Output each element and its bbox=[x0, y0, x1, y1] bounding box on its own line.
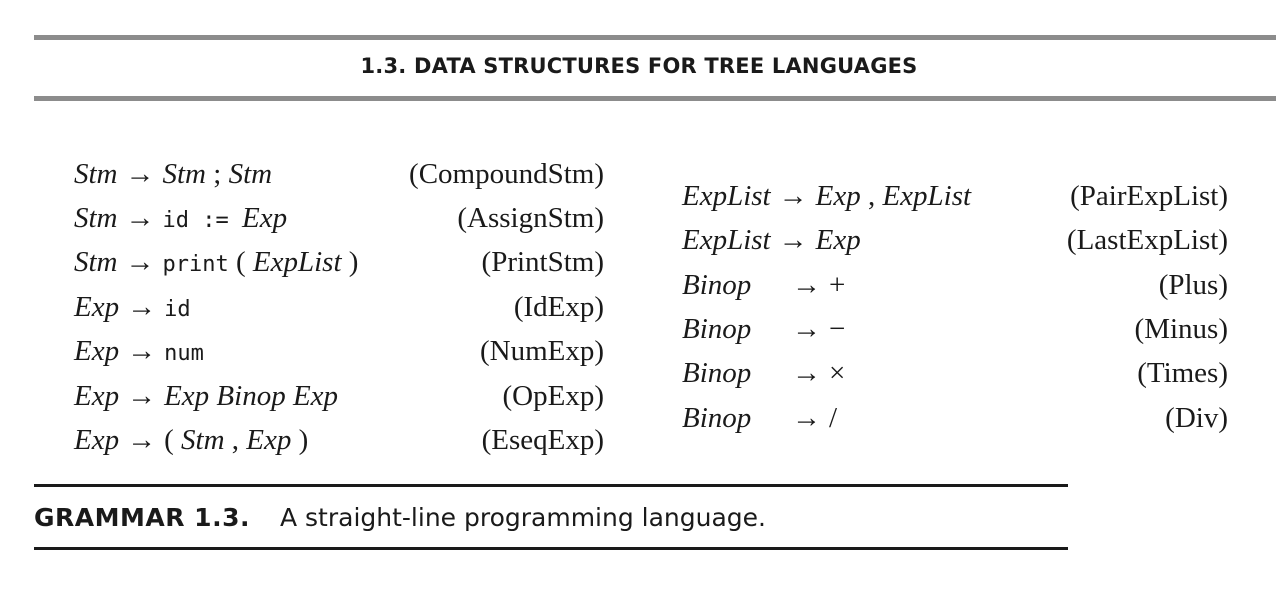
grammar-rule: ExpList → Exp (LastExpList) bbox=[682, 218, 1228, 262]
derives-arrow: → bbox=[127, 380, 157, 412]
derives-arrow: → bbox=[127, 335, 157, 367]
terminal-token: num bbox=[164, 341, 204, 366]
symbol-token: ) bbox=[341, 246, 359, 278]
rule-rhs: print ( ExpList ) bbox=[163, 246, 359, 278]
symbol-token: , bbox=[224, 424, 247, 456]
grammar-rule: ExpList → Exp , ExpList (PairExpList) bbox=[682, 174, 1228, 218]
derives-arrow: → bbox=[125, 158, 155, 190]
page-header-title: 1.3. DATA STRUCTURES FOR TREE LANGUAGES bbox=[360, 54, 918, 78]
rule-lhs: Binop bbox=[682, 357, 752, 389]
symbol-token: − bbox=[829, 313, 846, 345]
rule-rhs: / bbox=[829, 402, 837, 434]
grammar-rule: Stm → id := Exp (AssignStm) bbox=[74, 196, 604, 240]
nonterminal-token: Stm bbox=[181, 424, 225, 456]
rule-lhs: Exp bbox=[74, 291, 120, 323]
rule-label: (IdExp) bbox=[513, 291, 604, 323]
rule-lhs: Stm bbox=[74, 246, 118, 278]
grammar-rule: Exp → id (IdExp) bbox=[74, 285, 604, 329]
rule-label: (LastExpList) bbox=[1066, 224, 1228, 256]
derives-arrow: → bbox=[125, 246, 155, 278]
grammar-rule: Exp → Exp Binop Exp (OpExp) bbox=[74, 374, 604, 418]
rule-rhs: − bbox=[829, 313, 845, 345]
derives-arrow: → bbox=[792, 313, 821, 345]
rule-rhs: Stm ; Stm bbox=[163, 158, 273, 190]
rule-label: (Minus) bbox=[1134, 313, 1228, 345]
rule-lhs: Exp bbox=[74, 380, 120, 412]
header-rule-top bbox=[34, 35, 1276, 40]
rule-label: (AssignStm) bbox=[457, 202, 604, 234]
caption-rule-bottom bbox=[34, 547, 1068, 550]
symbol-token: , bbox=[860, 180, 883, 212]
rule-lhs: Binop bbox=[682, 269, 752, 301]
nonterminal-token: Exp bbox=[246, 424, 292, 456]
rule-label: (NumExp) bbox=[479, 335, 604, 367]
rule-label: (Plus) bbox=[1158, 269, 1228, 301]
symbol-token: × bbox=[829, 357, 846, 389]
rule-label: (OpExp) bbox=[502, 380, 604, 412]
derives-arrow: → bbox=[792, 269, 821, 301]
figure-caption: GRAMMAR 1.3. A straight-line programming … bbox=[34, 500, 766, 536]
rule-label: (CompoundStm) bbox=[409, 158, 604, 190]
symbol-token: ( bbox=[164, 424, 182, 456]
grammar-rule: Stm → print ( ExpList ) (PrintStm) bbox=[74, 240, 604, 284]
derives-arrow: → bbox=[127, 424, 157, 456]
rule-rhs: × bbox=[829, 357, 845, 389]
caption-rule-top bbox=[34, 484, 1068, 487]
nonterminal-token: Exp Binop Exp bbox=[164, 380, 339, 412]
rule-lhs: Exp bbox=[74, 424, 120, 456]
derives-arrow: → bbox=[778, 224, 808, 256]
nonterminal-token: Stm bbox=[228, 158, 273, 190]
rule-rhs: num bbox=[164, 335, 204, 367]
rule-label: (PairExpList) bbox=[1070, 180, 1228, 212]
rule-rhs: Exp , ExpList bbox=[816, 180, 971, 212]
derives-arrow: → bbox=[778, 180, 808, 212]
header-rule-bottom bbox=[34, 96, 1276, 101]
rule-rhs: + bbox=[829, 269, 845, 301]
nonterminal-token: ExpList bbox=[252, 246, 342, 278]
rule-lhs: Binop bbox=[682, 402, 752, 434]
rule-label: (EseqExp) bbox=[481, 424, 604, 456]
grammar-rule: Binop → / (Div) bbox=[682, 396, 1228, 440]
grammar-rule: Binop → + (Plus) bbox=[682, 263, 1228, 307]
symbol-token: ; bbox=[206, 158, 229, 190]
rule-rhs: id := Exp bbox=[163, 202, 288, 234]
symbol-token: + bbox=[829, 269, 846, 301]
nonterminal-token: Exp bbox=[815, 180, 861, 212]
rule-lhs: ExpList bbox=[682, 180, 771, 212]
symbol-token: / bbox=[829, 402, 838, 434]
rule-lhs: ExpList bbox=[682, 224, 771, 256]
nonterminal-token: Stm bbox=[162, 158, 207, 190]
symbol-token: ( bbox=[228, 246, 253, 278]
rule-lhs: Stm bbox=[74, 202, 118, 234]
terminal-token: id := bbox=[162, 208, 242, 233]
rule-rhs: Exp bbox=[816, 224, 861, 256]
rule-rhs: Exp Binop Exp bbox=[164, 380, 338, 412]
rule-lhs: Stm bbox=[74, 158, 118, 190]
nonterminal-token: Exp bbox=[241, 202, 288, 234]
grammar-rule: Stm → Stm ; Stm (CompoundStm) bbox=[74, 152, 604, 196]
caption-label: GRAMMAR 1.3. bbox=[34, 503, 250, 532]
rule-label: (Div) bbox=[1165, 402, 1228, 434]
derives-arrow: → bbox=[127, 291, 157, 323]
grammar-rule: Exp →( Stm , Exp ) (EseqExp) bbox=[74, 418, 604, 462]
symbol-token: ) bbox=[291, 424, 309, 456]
rule-rhs: id bbox=[164, 291, 191, 323]
derives-arrow: → bbox=[792, 357, 821, 389]
terminal-token: print bbox=[162, 252, 229, 277]
nonterminal-token: ExpList bbox=[882, 180, 972, 212]
grammar-rule: Binop → − (Minus) bbox=[682, 307, 1228, 351]
caption-text: A straight-line programming language. bbox=[279, 503, 767, 532]
grammar-rule: Exp → num (NumExp) bbox=[74, 329, 604, 373]
rule-label: (PrintStm) bbox=[481, 246, 604, 278]
grammar-rule: Binop → × (Times) bbox=[682, 351, 1228, 395]
rule-lhs: Binop bbox=[682, 313, 752, 345]
rule-label: (Times) bbox=[1137, 357, 1228, 389]
derives-arrow: → bbox=[792, 402, 821, 434]
rule-lhs: Exp bbox=[74, 335, 120, 367]
terminal-token: id bbox=[164, 297, 191, 322]
rule-rhs: ( Stm , Exp ) bbox=[164, 424, 308, 456]
nonterminal-token: Exp bbox=[815, 224, 861, 256]
derives-arrow: → bbox=[125, 202, 155, 234]
